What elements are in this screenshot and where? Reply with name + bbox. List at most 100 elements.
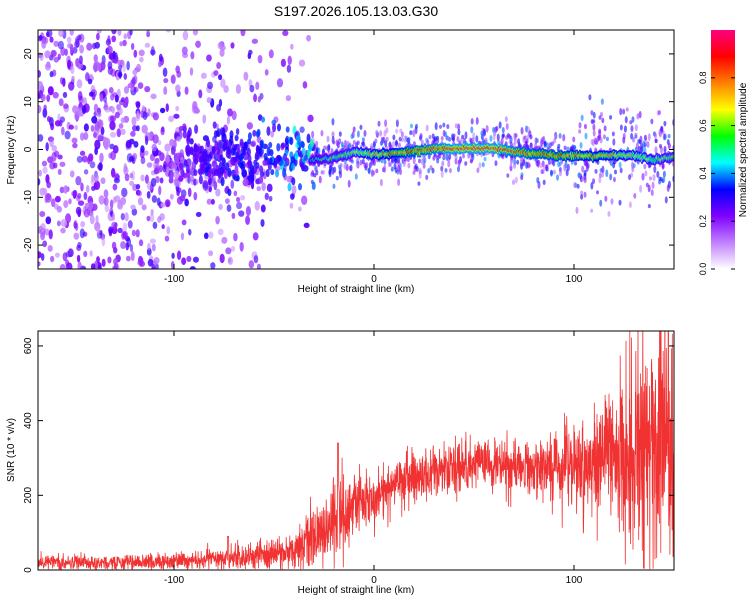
noise-blob — [193, 191, 198, 201]
transition-blob — [268, 141, 273, 149]
halo-blob — [549, 170, 553, 177]
halo-blob — [398, 136, 402, 142]
halo-blob — [480, 130, 484, 136]
noise-blob — [149, 213, 155, 223]
halo-blob — [575, 206, 579, 214]
transition-blob — [265, 169, 270, 178]
colorbar-label: Normalized spectral amplitude — [738, 82, 749, 217]
noise-blob — [239, 241, 244, 252]
noise-blob — [256, 136, 262, 144]
noise-blob — [122, 222, 128, 233]
noise-blob — [141, 124, 148, 134]
noise-blob — [63, 185, 68, 194]
halo-blob — [513, 158, 517, 165]
halo-blob — [632, 163, 636, 169]
noise-blob — [240, 30, 246, 37]
spectrogram-x-tick: 100 — [566, 30, 583, 285]
noise-blob — [170, 160, 176, 169]
halo-blob — [426, 139, 430, 146]
halo-blob — [335, 175, 339, 181]
snr-x-tick: 0 — [371, 331, 377, 586]
halo-blob — [656, 170, 660, 178]
noise-blob — [100, 126, 105, 136]
noise-blob — [124, 212, 129, 222]
halo-blob — [397, 178, 401, 187]
spectrogram-x-tick-label: -100 — [164, 274, 184, 285]
noise-blob — [253, 93, 257, 103]
noise-blob — [98, 195, 105, 205]
noise-blob — [116, 128, 122, 138]
transition-blob — [268, 157, 273, 165]
noise-blob — [297, 206, 302, 212]
noise-blob — [38, 80, 44, 91]
noise-blob — [210, 198, 215, 205]
noise-blob — [219, 48, 225, 57]
halo-blob — [452, 133, 456, 138]
halo-blob — [315, 147, 319, 154]
snr-y-tick-label: 200 — [23, 487, 34, 504]
transition-blob — [185, 164, 190, 174]
halo-blob — [412, 141, 416, 146]
noise-blob — [93, 124, 101, 135]
halo-blob — [631, 116, 635, 123]
noise-blob — [109, 52, 113, 60]
halo-blob — [442, 129, 446, 137]
noise-blob — [68, 198, 72, 205]
noise-blob — [60, 219, 67, 227]
noise-blob — [260, 204, 266, 213]
noise-blob — [137, 197, 144, 206]
halo-blob — [483, 156, 487, 162]
halo-blob — [420, 139, 424, 145]
halo-blob — [581, 177, 585, 182]
noise-blob — [235, 84, 242, 94]
halo-blob — [520, 174, 524, 181]
halo-blob — [603, 125, 607, 132]
halo-blob — [418, 158, 422, 164]
noise-blob — [236, 201, 243, 210]
noise-blob — [261, 182, 266, 192]
noise-blob — [126, 60, 130, 71]
noise-blob — [54, 195, 61, 203]
spectrogram-y-axis: -20 -10 0 10 20 — [23, 48, 674, 252]
noise-blob — [270, 130, 275, 138]
snr-x-tick: -100 — [164, 331, 184, 586]
noise-blob — [218, 203, 223, 211]
halo-blob — [361, 158, 365, 165]
halo-blob — [583, 191, 587, 198]
halo-blob — [454, 158, 458, 165]
halo-blob — [601, 172, 605, 178]
noise-blob — [140, 145, 145, 153]
transition-blob — [201, 166, 206, 175]
noise-blob — [298, 59, 306, 67]
noise-blob — [260, 219, 265, 227]
halo-blob — [654, 146, 658, 155]
noise-blob — [198, 89, 203, 99]
noise-blob — [40, 232, 46, 241]
halo-blob — [325, 145, 329, 151]
spectrogram-y-tick: 20 — [23, 48, 674, 59]
noise-blob — [259, 171, 265, 177]
halo-blob — [395, 119, 399, 128]
halo-blob — [377, 120, 381, 127]
transition-blob — [266, 126, 271, 136]
halo-blob — [446, 124, 450, 130]
noise-blob — [63, 103, 69, 110]
noise-blob — [256, 185, 262, 192]
halo-blob — [363, 129, 367, 137]
halo-blob — [501, 127, 505, 134]
transition-blob — [194, 124, 199, 134]
transition-blob — [276, 143, 281, 152]
noise-blob — [271, 119, 277, 126]
halo-blob — [373, 142, 377, 147]
transition-blob — [311, 181, 316, 191]
noise-blob — [169, 138, 175, 147]
transition-blob — [207, 177, 212, 186]
noise-blob — [175, 105, 180, 112]
halo-blob — [440, 135, 444, 142]
noise-blob — [58, 98, 64, 107]
noise-blob — [45, 216, 52, 225]
noise-blob — [248, 260, 255, 269]
transition-blob — [199, 156, 204, 163]
halo-blob — [489, 134, 493, 142]
noise-blob — [120, 97, 126, 103]
